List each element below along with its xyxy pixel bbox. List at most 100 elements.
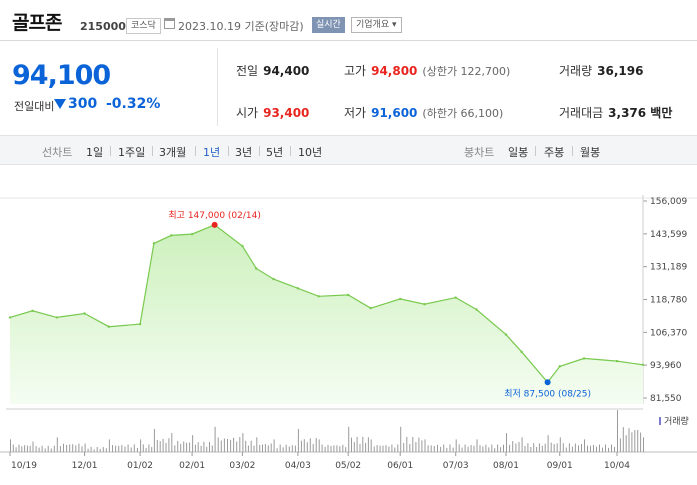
prev-close-label: 전일 [236,64,259,78]
line-chart-label: 선차트 [42,146,73,159]
volume-bar [245,440,247,452]
price-point [475,308,478,311]
volume-bar [318,439,320,452]
volume-legend: 거래량 [664,415,689,427]
upper-limit: (상한가 122,700) [422,65,511,78]
volume-bar [259,444,261,452]
x-tick-label: 02/01 [179,461,205,471]
volume-bar [209,442,210,452]
volume-bar [102,447,104,452]
volume-bar [315,438,317,452]
volume-bar [136,448,138,452]
x-tick-label: 08/01 [493,461,519,471]
volume-bar [18,444,20,452]
x-tick-label: 10/04 [604,461,630,471]
volume-bar [565,447,567,452]
volume-bar [192,435,194,452]
volume-bar [285,444,287,452]
realtime-button[interactable]: 실시간 [312,17,345,33]
volume-bar [276,448,278,452]
period-separator [290,146,291,156]
volume-bar [409,444,411,452]
high-value: 94,800 [371,64,418,78]
volume-bar [306,442,308,452]
volume-bar [406,436,408,452]
price-point [241,244,244,248]
price-point [423,303,426,306]
volume-bar [253,445,255,452]
volume-bar [140,439,142,452]
volume-bar [400,426,402,452]
y-tick-label: 143,599 [650,230,687,240]
volume-bar [488,447,490,452]
period-1y[interactable]: 1년 [203,146,221,159]
volume-bar [230,439,232,452]
volume-bar [217,437,219,452]
stock-name[interactable]: 골프존 [12,12,62,34]
volume-bar [521,437,523,452]
volume-bar [536,447,538,452]
period-1d[interactable]: 1일 [86,146,104,159]
price-point [83,312,86,315]
candle-monthly[interactable]: 월봉 [580,146,601,159]
volume-bar [159,441,161,452]
price-point [454,296,457,299]
current-price: 94,100 [12,60,111,91]
candle-weekly[interactable]: 주봉 [544,146,565,159]
price-line [9,224,644,384]
volume-bar [291,445,293,452]
volume-bar [29,445,31,452]
period-separator [195,146,196,156]
period-separator [152,146,153,156]
volume-bar [562,443,564,452]
volume-bar [503,444,504,452]
volume-bar [242,433,244,452]
volume-bar [458,444,460,452]
volume-bar [628,428,630,452]
period-separator [535,146,536,156]
volume-bar [24,445,26,452]
candle-daily[interactable]: 일봉 [508,146,529,159]
y-tick-label: 131,189 [650,263,687,273]
volume-bar [162,438,164,452]
low-annotation: 최저 87,500 (08/25) [504,388,591,399]
volume-bar [491,444,493,452]
volume-bar [84,443,86,452]
volume-bar [524,445,526,452]
volume-bar [593,445,594,452]
company-info-dropdown[interactable]: 기업개요 ▾ [351,17,402,33]
volume-bar [452,447,454,452]
price-point [520,350,523,354]
period-3m[interactable]: 3개월 [159,146,187,159]
volume-bar [605,444,606,452]
period-5y[interactable]: 5년 [266,146,284,159]
volume-bar [288,446,290,452]
volume-bar [282,447,284,452]
volume-bar [250,440,252,452]
period-10y[interactable]: 10년 [298,146,323,159]
volume-bar [44,448,46,452]
volume-bar [553,444,555,452]
x-tick-label: 01/02 [127,461,153,471]
volume-bar [541,445,543,452]
volume-bar [267,445,269,452]
period-3y[interactable]: 3년 [235,146,253,159]
volume-bar [156,439,158,452]
volume-bar [379,445,381,452]
low-value: 91,600 [371,106,418,120]
volume-bar [590,445,591,452]
volume-bar [63,443,64,452]
period-1w[interactable]: 1주일 [118,146,146,159]
volume-bar [433,446,435,452]
volume-bar [640,432,642,452]
volume-bar [482,446,484,452]
volume-bar [367,437,369,452]
volume-bar [599,444,600,452]
trade-value-label: 거래대금 [559,106,604,120]
price-point [296,287,300,290]
volume-bar [345,447,347,452]
volume-bar [527,443,529,452]
price-point [31,309,34,313]
volume-label: 거래량 [559,64,593,78]
